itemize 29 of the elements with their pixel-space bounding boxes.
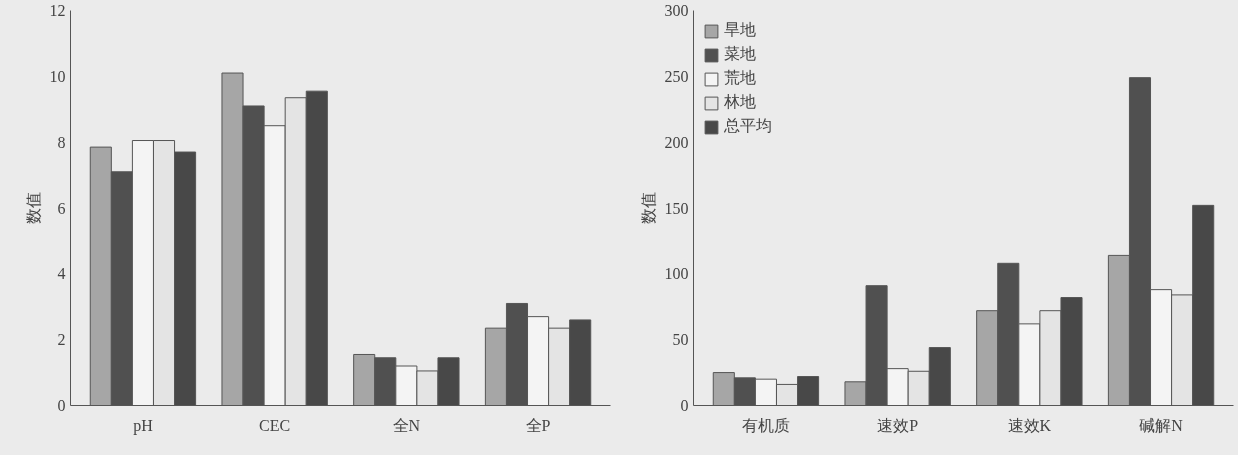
y-axis-title: 数值 [24,192,42,224]
y-tick-label: 6 [57,199,66,217]
legend-label: 菜地 [724,44,756,64]
legend-label: 旱地 [724,20,756,40]
x-tick-label: 碱解N [1139,416,1184,434]
x-tick-label: 速效P [877,416,919,434]
x-tick-label: CEC [259,416,291,434]
x-tick-label: pH [133,416,154,435]
x-tick-label: 速效K [1007,416,1052,434]
y-tick-label: 0 [57,397,66,414]
y-tick-label: 250 [664,67,689,85]
x-tick-label: 全P [525,416,551,434]
y-tick-label: 4 [57,265,66,283]
y-tick-label: 200 [664,133,689,151]
y-tick-label: 300 [664,2,689,19]
x-tick-label: 有机质 [741,416,790,434]
y-tick-label: 2 [57,331,66,349]
y-tick-label: 8 [57,133,66,151]
y-tick-label: 50 [672,331,689,349]
y-tick-label: 0 [680,397,689,414]
y-tick-label: 100 [664,265,689,283]
legend-label: 林地 [724,92,756,112]
y-axis-title: 数值 [639,192,657,224]
legend-label: 总平均 [724,116,772,136]
y-tick-label: 10 [49,67,66,85]
y-tick-label: 150 [664,199,689,217]
legend-label: 荒地 [724,68,756,88]
x-tick-label: 全N [392,416,421,434]
y-tick-label: 12 [49,2,66,19]
